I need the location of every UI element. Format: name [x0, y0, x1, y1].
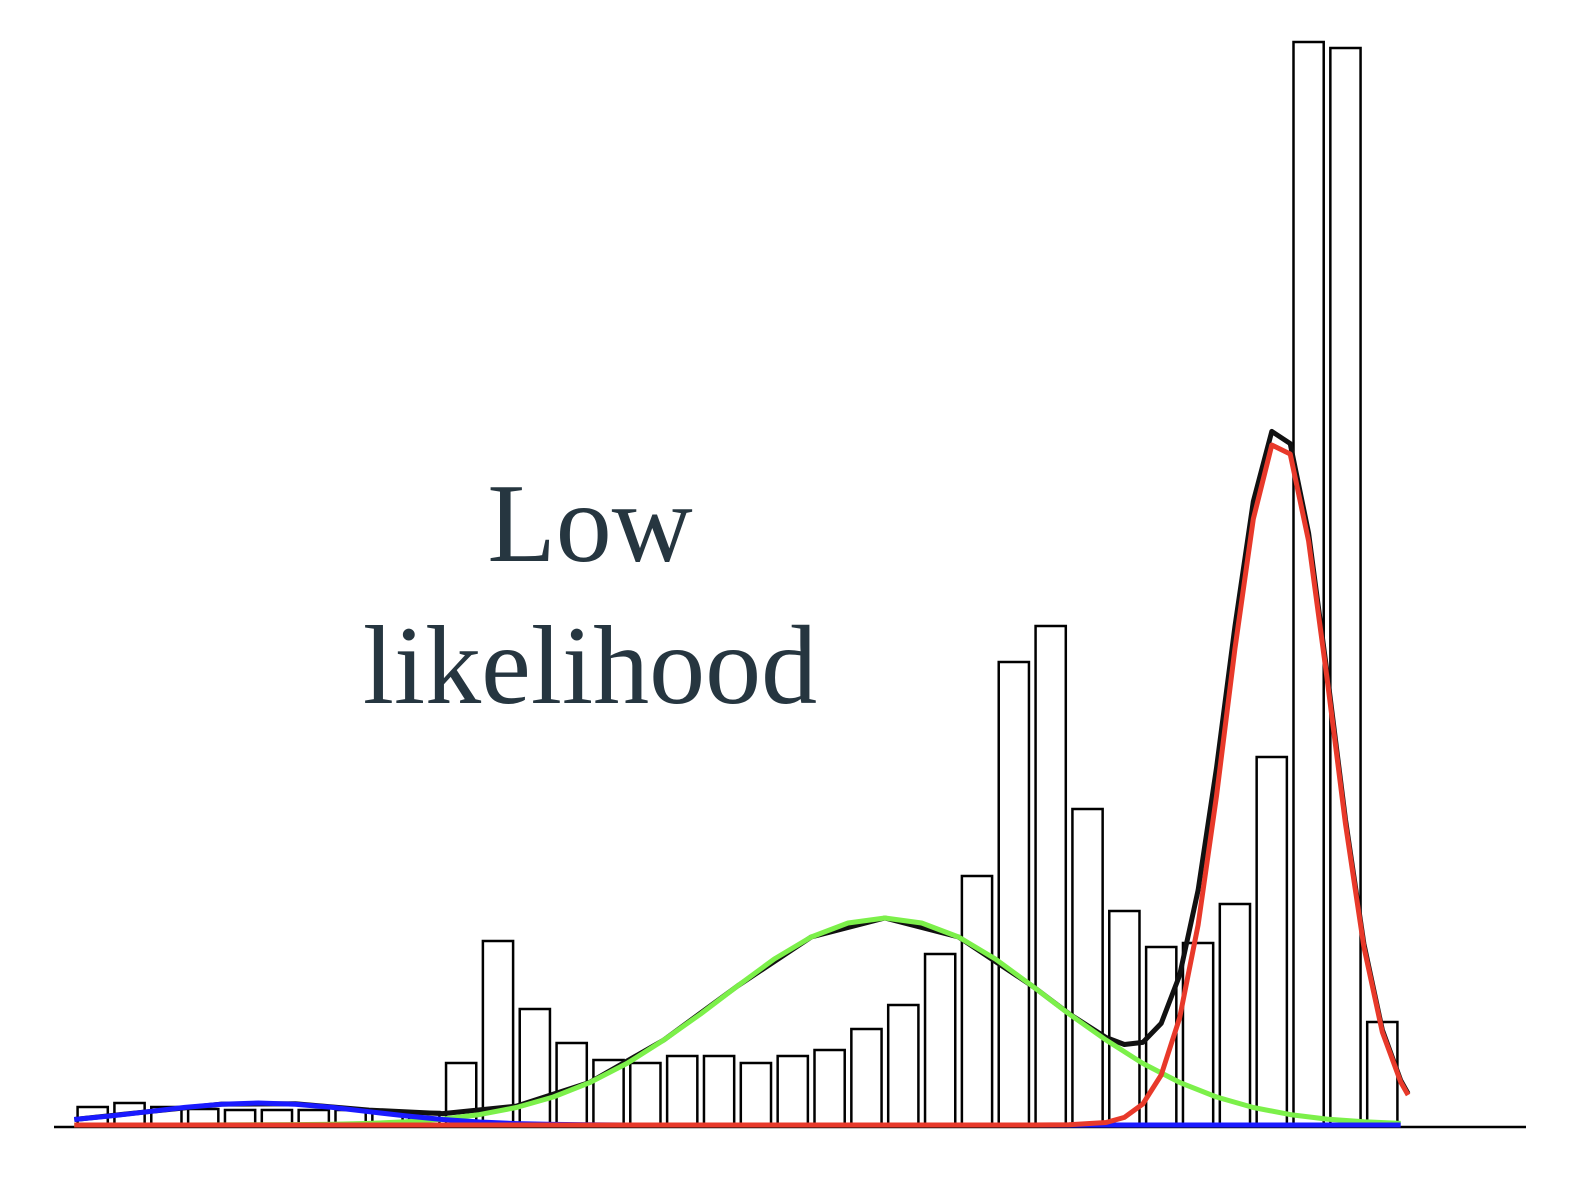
histogram-bar: [886, 1003, 920, 1127]
histogram-bar: [960, 874, 994, 1127]
histogram-bar: [997, 660, 1031, 1127]
density-curve: [74, 442, 1411, 1128]
histogram-bar: [923, 952, 957, 1127]
histogram-bar: [702, 1054, 736, 1127]
histogram-bar: [1329, 46, 1362, 1127]
histogram-bar: [850, 1027, 883, 1127]
histogram-bar: [776, 1054, 810, 1127]
histogram-bar: [1292, 40, 1325, 1127]
histogram-bar: [629, 1061, 662, 1127]
histogram-bar: [1034, 624, 1068, 1127]
histogram-bar: [1218, 902, 1252, 1127]
histogram-bar: [1255, 755, 1289, 1127]
histogram-bar: [481, 939, 515, 1127]
histogram-bar: [813, 1048, 846, 1127]
histogram-bar: [1108, 909, 1141, 1127]
annotation: Low likelihood: [362, 462, 818, 728]
histogram-bar: [1071, 807, 1104, 1127]
histogram-bar: [739, 1061, 773, 1127]
histogram-bar: [665, 1054, 699, 1127]
